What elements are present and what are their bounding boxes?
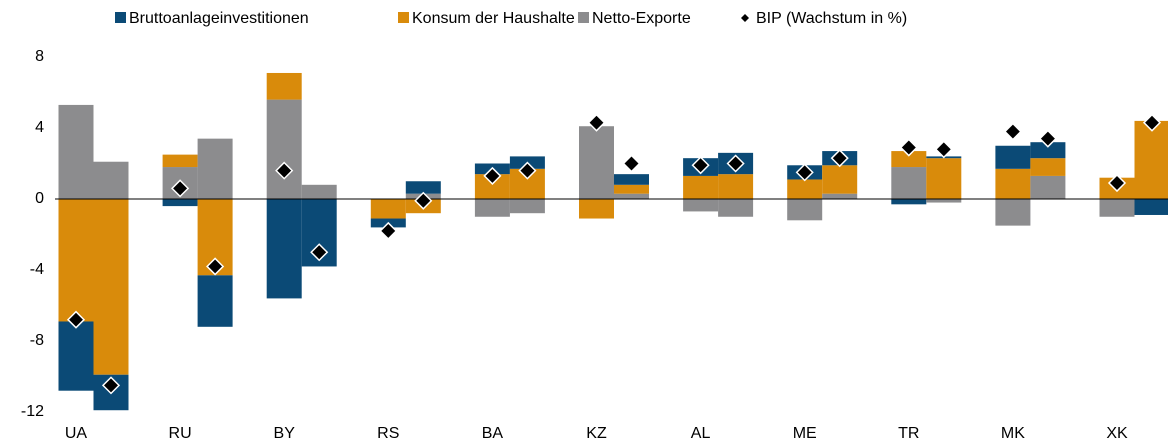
bar	[405, 181, 441, 194]
bar	[718, 199, 754, 217]
bar	[995, 145, 1031, 169]
bar	[509, 199, 545, 214]
x-tick-label: AL	[691, 425, 711, 442]
bar	[266, 199, 302, 299]
bar	[891, 199, 927, 205]
legend-label: BIP (Wachstum in %)	[756, 10, 907, 27]
gdp-marker	[518, 161, 537, 180]
bar	[197, 275, 233, 327]
x-tick-label: TR	[898, 425, 919, 442]
bar	[995, 168, 1031, 199]
gdp-marker	[1003, 122, 1022, 141]
bar	[891, 167, 927, 199]
bar	[1099, 199, 1135, 217]
y-tick-label: -4	[30, 261, 44, 278]
legend-label: Bruttoanlageinvestitionen	[129, 10, 309, 27]
gdp-marker	[310, 243, 329, 262]
gdp-marker	[691, 156, 710, 175]
gdp-marker	[414, 191, 433, 210]
gdp-marker	[934, 140, 953, 159]
gdp-marker	[1142, 113, 1162, 132]
bar	[58, 321, 94, 391]
y-tick-label: -12	[21, 403, 44, 420]
bar	[162, 199, 198, 207]
gdp-marker	[899, 138, 918, 157]
bar	[891, 151, 927, 168]
bar	[474, 199, 510, 217]
legend-swatch	[578, 12, 589, 23]
bar	[579, 126, 614, 199]
y-tick-label: 0	[35, 190, 44, 207]
bar	[1030, 142, 1066, 159]
gdp-marker	[622, 154, 641, 173]
bar	[1134, 120, 1168, 199]
bar	[614, 184, 649, 194]
x-tick-label: RU	[169, 425, 192, 442]
bar	[995, 199, 1031, 226]
x-tick-label: BY	[274, 425, 296, 442]
bar	[787, 199, 823, 221]
legend-marker	[741, 14, 749, 22]
legend-swatch	[398, 12, 409, 23]
bar	[266, 99, 302, 199]
bar	[1030, 158, 1066, 176]
bar	[266, 72, 302, 100]
bar	[822, 193, 858, 199]
gdp-marker	[795, 163, 814, 182]
gdp-marker	[726, 154, 745, 173]
bar	[614, 174, 649, 185]
y-tick-label: 4	[35, 119, 44, 136]
x-tick-label: RS	[377, 425, 399, 442]
bar	[93, 199, 129, 375]
bar	[614, 193, 649, 199]
gdp-marker	[1107, 173, 1127, 193]
gdp-marker	[101, 376, 121, 395]
gdp-marker	[66, 310, 86, 329]
gdp-marker	[830, 149, 849, 168]
legend-label: Netto-Exporte	[592, 10, 691, 27]
bar	[787, 179, 823, 199]
bar	[370, 199, 406, 219]
gdp-marker	[379, 221, 398, 241]
bar	[718, 174, 754, 199]
gdp-marker	[483, 166, 502, 185]
gdp-marker	[171, 179, 190, 198]
bar	[1030, 175, 1066, 199]
bar	[301, 184, 337, 199]
bar	[197, 138, 233, 199]
bar	[822, 165, 858, 194]
x-tick-label: ME	[793, 425, 817, 442]
x-tick-label: KZ	[586, 425, 607, 442]
bar	[1134, 199, 1168, 215]
bar	[579, 199, 614, 219]
bar	[58, 104, 94, 199]
gdp-marker	[587, 113, 606, 132]
bar	[162, 154, 198, 168]
bar	[683, 199, 719, 212]
bar	[58, 199, 94, 322]
x-tick-label: UA	[65, 425, 88, 442]
gdp-marker	[1038, 129, 1057, 148]
gdp-marker	[275, 161, 294, 180]
y-tick-label: 8	[35, 48, 44, 65]
legend-label: Konsum der Haushalte	[412, 10, 575, 27]
x-tick-label: MK	[1001, 425, 1025, 442]
legend-swatch	[115, 12, 126, 23]
bar	[683, 175, 719, 199]
bar	[93, 161, 129, 199]
x-tick-label: BA	[482, 425, 504, 442]
bar	[926, 158, 962, 199]
x-tick-label: XK	[1106, 425, 1128, 442]
bar	[926, 199, 962, 203]
gdp-marker	[206, 257, 225, 276]
y-tick-label: -8	[30, 332, 44, 349]
